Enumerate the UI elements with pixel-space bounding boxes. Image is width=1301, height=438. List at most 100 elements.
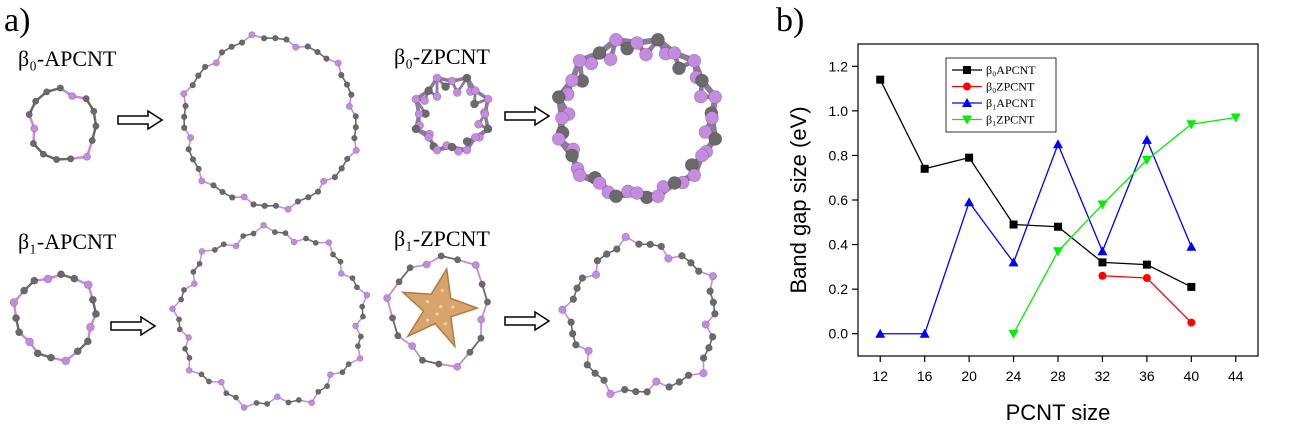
carbon-atom [25, 110, 33, 119]
legend-entry: β₁ZPCNT [952, 113, 1035, 127]
carbon-atom [483, 124, 493, 134]
phosphorus-atom [422, 260, 431, 269]
phosphorus-atom [572, 53, 587, 68]
phosphorus-atom [687, 53, 702, 68]
phosphorus-atom [83, 152, 91, 161]
carbon-atom [29, 139, 37, 148]
phosphorus-atom [383, 294, 391, 302]
phosphorus-atom [187, 134, 195, 142]
carbon-atom [198, 371, 205, 378]
phosphorus-atom [9, 298, 19, 307]
carbon-atom [324, 383, 331, 390]
legend-marker [962, 98, 972, 107]
carbon-atom [73, 347, 82, 356]
phosphorus-atom [664, 254, 673, 263]
carbon-atom [578, 274, 587, 282]
carbon-atom [437, 252, 445, 260]
carbon-atom [283, 36, 290, 43]
phosphorus-atom [180, 90, 188, 98]
data-point [1187, 318, 1196, 327]
carbon-atom [271, 229, 278, 236]
y-tick-label: 0.8 [829, 147, 849, 163]
data-point [876, 75, 885, 84]
carbon-atom [708, 333, 717, 341]
carbon-atom [88, 295, 97, 304]
b0-apcnt-small-ring [25, 84, 100, 164]
phosphorus-atom [420, 96, 429, 105]
carbon-atom [56, 84, 64, 92]
carbon-atom [323, 55, 330, 62]
phosphorus-atom [558, 305, 567, 314]
carbon-atom [210, 182, 217, 189]
legend-marker [962, 115, 972, 125]
carbon-atom [47, 353, 55, 362]
phosphorus-atom [630, 186, 644, 200]
data-point [1230, 113, 1241, 123]
x-tick-label: 16 [917, 368, 933, 384]
carbon-atom [678, 252, 686, 260]
series-line [1012, 116, 1236, 335]
phosphorus-atom [555, 111, 569, 125]
carbon-atom [675, 378, 684, 386]
carbon-atom [447, 142, 457, 152]
phosphorus-atom [198, 177, 206, 185]
phosphorus-atom [334, 59, 342, 67]
carbon-atom [339, 369, 346, 376]
phosphorus-atom [411, 94, 421, 104]
phosphorus-atom [198, 248, 206, 255]
carbon-atom [609, 189, 623, 204]
phosphorus-atom [424, 133, 433, 142]
phosphorus-atom [471, 261, 480, 269]
carbon-atom [314, 188, 322, 195]
carbon-atom [477, 334, 485, 342]
structure-label-b1-apcnt: β₁-APCNT [18, 229, 117, 254]
phosphorus-atom [452, 88, 462, 97]
panel-b-label: b) [776, 2, 805, 39]
carbon-atom [593, 256, 602, 265]
phosphorus-atom [260, 221, 267, 229]
phosphorus-atom [572, 168, 587, 183]
data-point [920, 164, 929, 173]
carbon-atom [632, 387, 640, 396]
phosphorus-atom [274, 393, 281, 401]
legend-marker [963, 82, 971, 91]
carbon-atom [351, 134, 358, 142]
carbon-atom [201, 63, 209, 71]
phosphorus-atom [169, 305, 176, 313]
arrow-icon-2 [504, 105, 551, 127]
phosphorus-atom [352, 322, 359, 330]
phosphorus-atom [606, 389, 615, 399]
data-point [964, 197, 975, 207]
data-point [1054, 222, 1062, 231]
series-3 [1008, 113, 1241, 339]
carbon-atom [709, 298, 718, 306]
carbon-atom [352, 124, 360, 131]
y-tick-label: 0.0 [829, 326, 849, 342]
data-point [1097, 246, 1108, 256]
b0-zpcnt-small-ring [411, 73, 493, 156]
carbon-atom [418, 356, 426, 364]
phosphorus-atom [61, 356, 71, 366]
phosphorus-atom [240, 193, 248, 201]
series-line [879, 79, 1192, 288]
carbon-atom [352, 113, 359, 120]
carbon-atom [43, 88, 51, 96]
carbon-atom [82, 95, 90, 103]
carbon-atom [32, 97, 40, 105]
carbon-atom [435, 360, 443, 368]
carbon-atom [240, 233, 247, 240]
carbon-atom [260, 35, 268, 42]
phosphorus-atom [30, 124, 39, 133]
carbon-atom [304, 43, 311, 50]
carbon-atom [331, 173, 339, 181]
carbon-atom [667, 176, 682, 190]
phosphorus-atom [185, 367, 193, 374]
carbon-atom [684, 371, 693, 380]
carbon-atom [295, 396, 302, 403]
phosphorus-atom [290, 238, 298, 246]
carbon-atom [672, 61, 686, 76]
phosphorus-atom [695, 148, 709, 163]
carbon-atom [195, 72, 202, 79]
carbon-atom [357, 333, 364, 340]
carbon-atom [223, 390, 230, 397]
